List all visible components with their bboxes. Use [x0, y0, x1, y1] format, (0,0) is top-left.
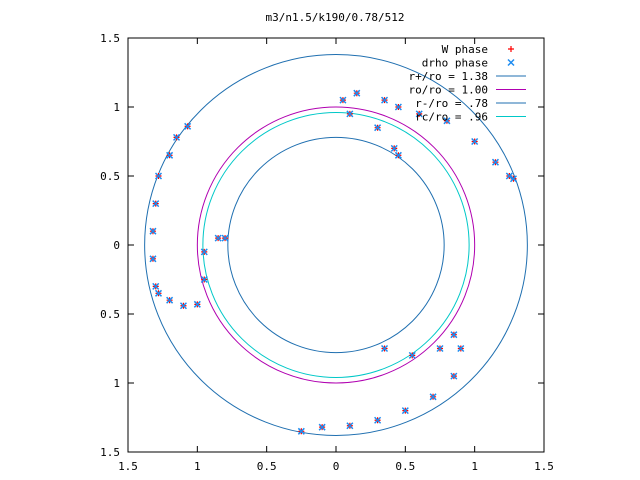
series-1-point-0: [152, 282, 160, 290]
legend-label-2: r+/ro = 1.38: [409, 70, 488, 83]
series-1-point-15: [221, 234, 229, 242]
series-1-point-16: [394, 103, 402, 111]
series-1-point-9: [166, 296, 174, 304]
y-tick-label-0: 1.5: [100, 446, 120, 459]
series-1-point-30: [381, 344, 389, 353]
series-1-point-11: [193, 300, 201, 308]
series-1-point-40: [318, 423, 326, 431]
series-1-point-4: [154, 172, 163, 180]
series-1-point-37: [401, 407, 409, 415]
series-1-point-31: [408, 351, 416, 359]
y-tick-label-6: 1.5: [100, 32, 120, 45]
x-tick-label-6: 1.5: [534, 460, 554, 473]
x-tick-label-1: 1: [194, 460, 201, 473]
series-1-point-3: [152, 200, 160, 208]
y-tick-label-2: 0.5: [100, 308, 120, 321]
series-1-point-24: [353, 89, 361, 97]
circle-group: [144, 54, 528, 436]
series-1-point-8: [154, 289, 163, 297]
y-tick-label-3: 0: [113, 239, 120, 252]
series-1-point-35: [450, 372, 458, 380]
series-1-point-21: [505, 172, 513, 180]
x-tick-label-5: 1: [471, 460, 478, 473]
series-1-point-32: [436, 344, 444, 353]
legend-label-3: ro/ro = 1.00: [409, 84, 488, 97]
series-1-point-41: [297, 427, 305, 435]
x-tick-label-0: 1.5: [118, 460, 138, 473]
circle-1: [196, 106, 476, 384]
series-1-point-26: [346, 110, 354, 118]
series-1-point-1: [149, 255, 157, 263]
series-1-point-38: [374, 416, 382, 424]
series-1-point-12: [200, 275, 208, 284]
series-1-point-7: [184, 122, 192, 130]
series-1-point-22: [509, 175, 518, 183]
legend-marker-0: [508, 46, 514, 52]
circle-3: [202, 112, 470, 378]
tick-group: 1.5 1 0.5 0 0.5 1 1.51.510.500.511.5: [100, 32, 554, 473]
series-1-point-34: [457, 344, 465, 353]
series-1-point-20: [491, 158, 499, 166]
legend-marker-1: [507, 58, 515, 67]
circle-0: [144, 54, 528, 436]
series-1-point-18: [443, 117, 451, 125]
series-1-point-2: [149, 227, 157, 235]
legend-label-0: W phase: [442, 43, 488, 56]
legend-label-1: drho phase: [422, 57, 488, 70]
chart-title: m3/n1.5/k190/0.78/512: [265, 11, 404, 24]
series-1-point-36: [429, 393, 437, 401]
series-group: [149, 89, 518, 435]
series-1-point-6: [173, 133, 181, 141]
series-1-point-5: [166, 151, 174, 159]
y-tick-label-4: 0.5: [100, 170, 120, 183]
legend-label-5: rc/ro = .96: [415, 111, 488, 124]
series-1-point-10: [179, 302, 187, 310]
series-1-point-13: [200, 248, 208, 256]
legend-label-4: r-/ro = .78: [415, 97, 488, 110]
series-1-point-27: [374, 124, 382, 132]
x-tick-label-2: 0.5: [257, 460, 277, 473]
series-1-point-17: [415, 110, 423, 118]
series-1-point-14: [214, 234, 222, 242]
x-tick-label-3: 0: [333, 460, 340, 473]
y-tick-label-1: 1: [113, 377, 120, 390]
series-1-point-19: [471, 137, 479, 146]
series-1-point-39: [346, 422, 354, 430]
series-1-point-23: [381, 96, 389, 104]
series-1-point-29: [394, 151, 402, 159]
series-1-point-25: [339, 96, 347, 104]
circle-2: [227, 136, 445, 354]
series-1-point-28: [390, 144, 398, 152]
x-tick-label-4: 0.5: [395, 460, 415, 473]
series-1-point-33: [450, 331, 458, 339]
y-tick-label-5: 1: [113, 101, 120, 114]
